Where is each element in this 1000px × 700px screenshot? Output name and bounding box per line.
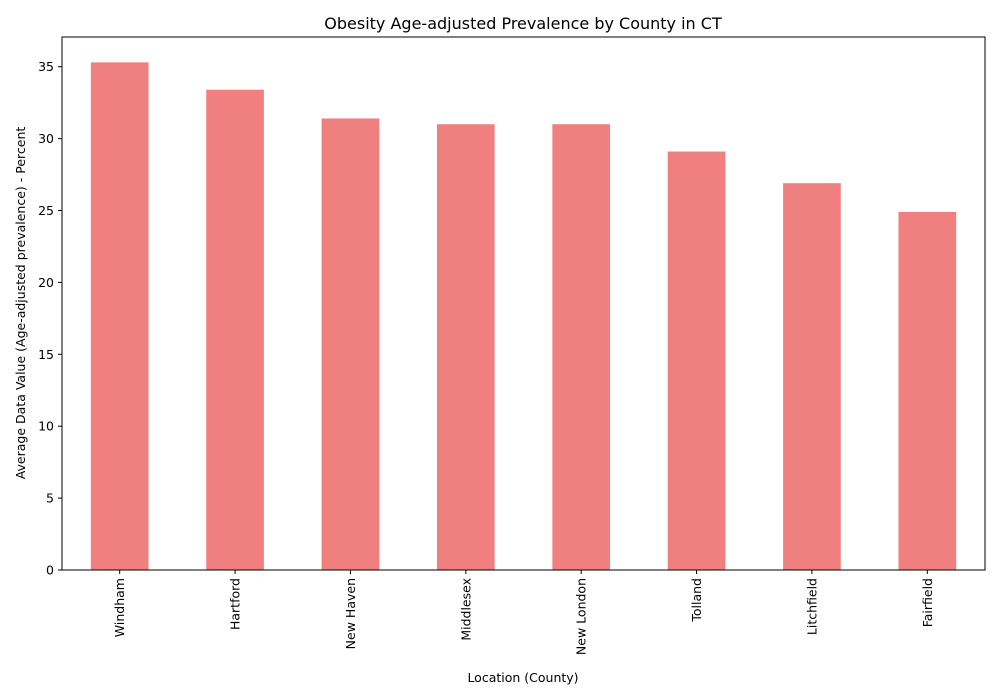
y-tick-label: 5 (46, 491, 54, 506)
bar-hartford (206, 89, 264, 571)
y-tick-label: 10 (38, 419, 54, 434)
x-axis-ticks: Windham Hartford New Haven Middlesex New Lon… (112, 570, 935, 655)
bar-new-london (552, 124, 611, 570)
bar-fairfield (898, 211, 957, 570)
x-tick-label: Tolland (689, 578, 704, 623)
y-tick-label: 15 (38, 347, 54, 362)
x-tick-label: Litchfield (804, 578, 819, 635)
bar-windham (90, 62, 149, 570)
plot-frame (61, 36, 986, 571)
x-axis-label: Location (County) (467, 670, 578, 685)
x-tick-label: Windham (112, 578, 127, 637)
chart-title: Obesity Age-adjusted Prevalence by Count… (324, 14, 722, 33)
y-tick-label: 20 (38, 275, 54, 290)
x-tick-label: Middlesex (458, 578, 473, 641)
x-tick-label: Hartford (228, 578, 243, 630)
bar-middlesex (436, 124, 495, 570)
x-tick-label: New London (574, 578, 589, 655)
bar-new-haven (321, 118, 380, 571)
x-tick-label: Fairfield (920, 578, 935, 627)
y-tick-label: 30 (38, 131, 54, 146)
bar-litchfield (783, 183, 841, 571)
bar-tolland (667, 151, 726, 570)
bars-group (90, 62, 957, 571)
y-axis-ticks: 0 5 10 15 20 25 30 35 (38, 59, 62, 578)
y-tick-label: 35 (38, 59, 54, 74)
y-tick-label: 0 (46, 563, 54, 578)
y-axis-label: Average Data Value (Age-adjusted prevale… (13, 127, 28, 480)
x-tick-label: New Haven (343, 578, 358, 649)
y-tick-label: 25 (38, 203, 54, 218)
